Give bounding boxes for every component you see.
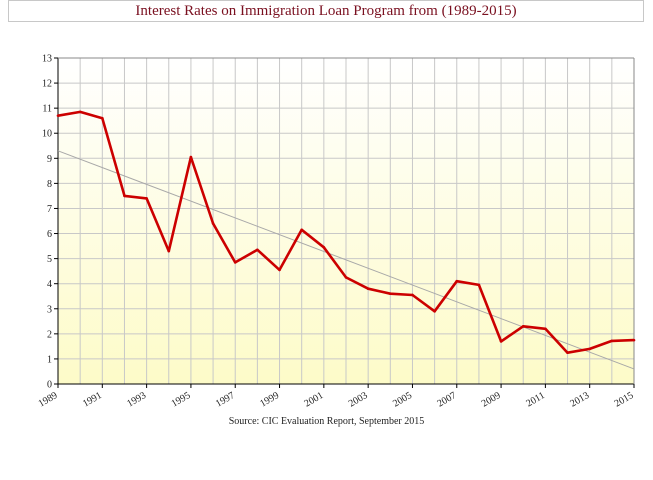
x-tick-label: 2011 <box>524 390 547 409</box>
data-point <box>455 279 459 283</box>
data-point <box>123 194 126 198</box>
y-tick-label: 9 <box>47 154 52 165</box>
y-tick-label: 2 <box>47 329 52 340</box>
data-point <box>588 347 591 351</box>
data-point <box>56 114 60 117</box>
x-tick-label: 2005 <box>391 390 414 410</box>
data-point <box>233 261 237 264</box>
y-tick-label: 0 <box>47 380 52 391</box>
y-tick-label: 6 <box>47 229 52 240</box>
y-tick-label: 8 <box>47 179 52 190</box>
x-tick-label: 2007 <box>435 390 458 410</box>
y-tick-label: 11 <box>42 104 52 115</box>
x-tick-label: 1999 <box>258 390 281 410</box>
series-group <box>56 110 636 355</box>
data-point <box>322 246 326 249</box>
x-tick-label: 2015 <box>613 390 636 410</box>
data-point <box>632 338 636 342</box>
data-point <box>566 351 569 354</box>
data-point <box>366 287 370 291</box>
y-tick-label: 7 <box>47 204 52 215</box>
x-tick-label: 1989 <box>37 390 60 410</box>
data-point <box>167 249 171 253</box>
data-point <box>499 340 503 343</box>
trendline <box>57 150 635 370</box>
data-point <box>278 268 281 272</box>
chart-title-box: Interest Rates on Immigration Loan Progr… <box>8 0 644 22</box>
data-point <box>411 293 414 297</box>
chart-title: Interest Rates on Immigration Loan Progr… <box>135 2 517 19</box>
x-tick-label: 1991 <box>81 390 104 410</box>
x-tick-label: 2001 <box>303 390 326 410</box>
y-tick-label: 13 <box>42 54 52 65</box>
x-tick-label: 2009 <box>480 390 503 410</box>
data-point <box>300 228 303 232</box>
axes <box>57 57 635 385</box>
data-point <box>344 276 348 279</box>
data-point <box>211 222 215 225</box>
trendline-group <box>57 150 635 370</box>
y-tick-label: 12 <box>42 79 52 90</box>
x-tick-label: 2003 <box>347 390 370 410</box>
data-point <box>610 339 614 343</box>
x-tick-labels: 1989 1991 1993 1995 1997 1999 2001 2003 2005 2007… <box>37 384 636 410</box>
x-tick-label: 1993 <box>125 390 148 410</box>
data-point <box>477 283 481 287</box>
x-tick-label: 1995 <box>170 390 193 410</box>
y-tick-label: 4 <box>47 279 52 290</box>
x-tick-label: 1997 <box>214 390 237 410</box>
y-tick-label: 3 <box>47 304 52 315</box>
y-tick-label: 1 <box>47 354 52 365</box>
data-point <box>145 197 148 200</box>
data-point <box>544 327 547 331</box>
data-point <box>101 116 104 120</box>
source-note: Source: CIC Evaluation Report, September… <box>228 416 425 427</box>
y-tick-label: 10 <box>42 129 52 140</box>
data-point <box>78 110 82 114</box>
data-point <box>389 292 392 296</box>
data-point <box>521 325 525 328</box>
y-tick-label: 5 <box>47 254 52 265</box>
data-point <box>433 309 436 313</box>
x-tick-label: 2013 <box>568 390 591 410</box>
data-point <box>256 248 259 252</box>
data-point <box>189 155 193 159</box>
